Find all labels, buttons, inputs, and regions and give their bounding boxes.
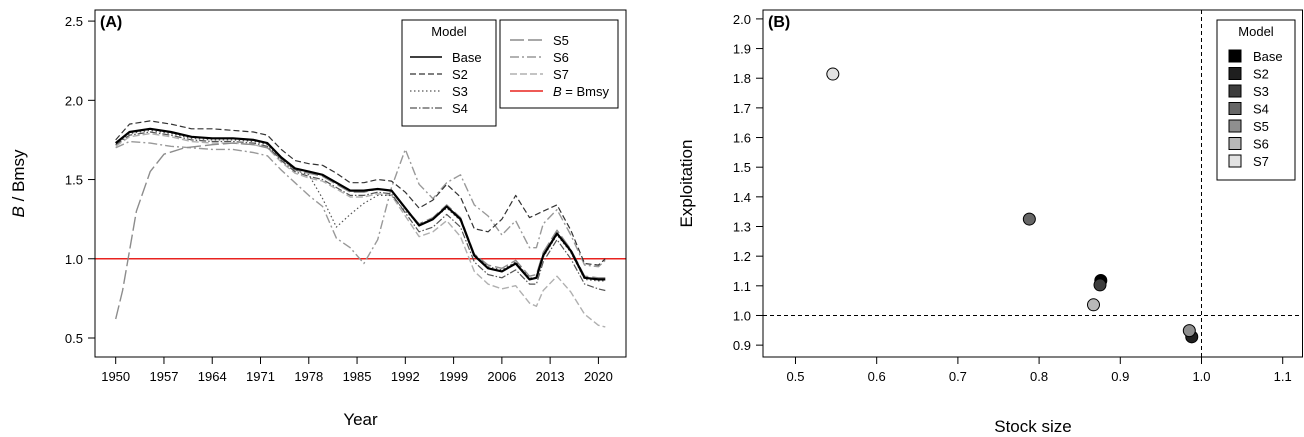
legend-label-base: Base bbox=[452, 50, 482, 65]
x-tick-label: 0.6 bbox=[868, 369, 886, 384]
legend-label-s3: S3 bbox=[452, 84, 468, 99]
series-line-s5 bbox=[115, 142, 606, 320]
point-s4 bbox=[1022, 212, 1036, 226]
x-tick-label: 1950 bbox=[101, 369, 130, 384]
series-line-s2 bbox=[115, 120, 606, 266]
y-tick-label: 1.1 bbox=[733, 279, 751, 294]
panel-label-b: (B) bbox=[768, 14, 790, 31]
series-line-s6 bbox=[115, 140, 606, 268]
x-tick-label: 1971 bbox=[246, 369, 275, 384]
y-tick-label: 2.0 bbox=[65, 93, 83, 108]
legend-swatch-s5 bbox=[1228, 119, 1242, 133]
legend-a-right: S5 S6 S7 B = Bmsy bbox=[499, 19, 619, 109]
x-tick-label: 1992 bbox=[391, 369, 420, 384]
x-axis-title: Stock size bbox=[994, 417, 1071, 436]
x-tick-label: 1985 bbox=[343, 369, 372, 384]
legend-label-s5: S5 bbox=[553, 33, 569, 48]
legend-title: Model bbox=[431, 24, 467, 39]
y-tick-label: 1.5 bbox=[733, 160, 751, 175]
legend-b: Model Base S2 S3 S4 S5 S6 S7 bbox=[1216, 19, 1296, 181]
legend-label-s4: S4 bbox=[452, 101, 468, 116]
series-lines bbox=[115, 120, 606, 328]
x-tick-label: 1999 bbox=[439, 369, 468, 384]
legend-label-s6: S6 bbox=[553, 50, 569, 65]
y-tick-label: 0.5 bbox=[65, 331, 83, 346]
legend-label-s2: S2 bbox=[452, 67, 468, 82]
legend-label-bmsy: B = Bmsy bbox=[553, 84, 609, 99]
point-s7 bbox=[826, 67, 840, 81]
x-tick-label: 2006 bbox=[487, 369, 516, 384]
legend-swatch-s2 bbox=[1228, 67, 1242, 80]
series-line-s4 bbox=[115, 131, 606, 292]
x-tick-label: 1.0 bbox=[1192, 369, 1210, 384]
y-axis-title: Exploitation bbox=[677, 140, 696, 228]
panel-label-a: (A) bbox=[100, 14, 122, 31]
legend-label-s4: S4 bbox=[1253, 102, 1269, 117]
x-tick-label: 0.8 bbox=[1030, 369, 1048, 384]
x-tick-label: 2013 bbox=[536, 369, 565, 384]
x-tick-label: 1.1 bbox=[1274, 369, 1292, 384]
legend-label-base: Base bbox=[1253, 49, 1283, 64]
x-tick-label: 1978 bbox=[294, 369, 323, 384]
legend-label-s6: S6 bbox=[1253, 137, 1269, 152]
x-tick-label: 0.9 bbox=[1111, 369, 1129, 384]
y-tick-label: 1.7 bbox=[733, 101, 751, 116]
point-s3 bbox=[1093, 278, 1107, 292]
legend-swatch-s6 bbox=[1228, 137, 1242, 150]
y-tick-label: 1.4 bbox=[733, 190, 751, 205]
x-tick-label: 1964 bbox=[198, 369, 227, 384]
y-axis-title: B / Bmsy bbox=[9, 149, 28, 218]
y-tick-label: 1.8 bbox=[733, 71, 751, 86]
legend-a-left: Model Base S2 S3 S4 bbox=[401, 19, 497, 127]
y-tick-label: 0.9 bbox=[733, 338, 751, 353]
y-tick-label: 2.5 bbox=[65, 14, 83, 29]
legend-swatch-s7 bbox=[1228, 154, 1242, 168]
y-tick-label: 1.9 bbox=[733, 42, 751, 57]
point-s6 bbox=[1086, 298, 1100, 312]
scatter-points bbox=[826, 67, 1199, 344]
y-tick-label: 1.5 bbox=[65, 173, 83, 188]
y-tick-label: 1.3 bbox=[733, 220, 751, 235]
series-line-base bbox=[115, 127, 606, 281]
y-tick-label: 1.6 bbox=[733, 131, 751, 146]
y-tick-label: 1.0 bbox=[733, 308, 751, 323]
legend-swatch-s3 bbox=[1228, 84, 1242, 98]
legend-title: Model bbox=[1238, 24, 1274, 39]
x-axis-title: Year bbox=[343, 410, 378, 429]
legend-swatch-s4 bbox=[1228, 102, 1242, 115]
plot-frame-a bbox=[94, 9, 627, 358]
plot-frame-b bbox=[762, 9, 1303, 358]
panel-b: 0.5 0.6 0.7 0.8 0.9 1.0 1.1 0.9 1.0 1.1 1.2 1.3 1.4 1… bbox=[677, 9, 1303, 436]
panel-a: 1950 1957 1964 1971 1978 1985 1992 1999 2006 2013… bbox=[9, 9, 627, 429]
series-line-s7 bbox=[115, 132, 606, 328]
x-tick-label: 0.5 bbox=[786, 369, 804, 384]
legend-label-s3: S3 bbox=[1253, 84, 1269, 99]
legend-label-s5: S5 bbox=[1253, 119, 1269, 134]
y-tick-label: 1.0 bbox=[65, 252, 83, 267]
x-tick-label: 2020 bbox=[584, 369, 613, 384]
y-tick-label: 1.2 bbox=[733, 249, 751, 264]
point-s5 bbox=[1182, 324, 1196, 338]
x-tick-label: 1957 bbox=[150, 369, 179, 384]
legend-swatch-base bbox=[1228, 49, 1242, 63]
legend-label-s2: S2 bbox=[1253, 67, 1269, 82]
x-tick-label: 0.7 bbox=[949, 369, 967, 384]
legend-label-s7: S7 bbox=[1253, 154, 1269, 169]
y-tick-label: 2.0 bbox=[733, 12, 751, 27]
legend-label-s7: S7 bbox=[553, 67, 569, 82]
